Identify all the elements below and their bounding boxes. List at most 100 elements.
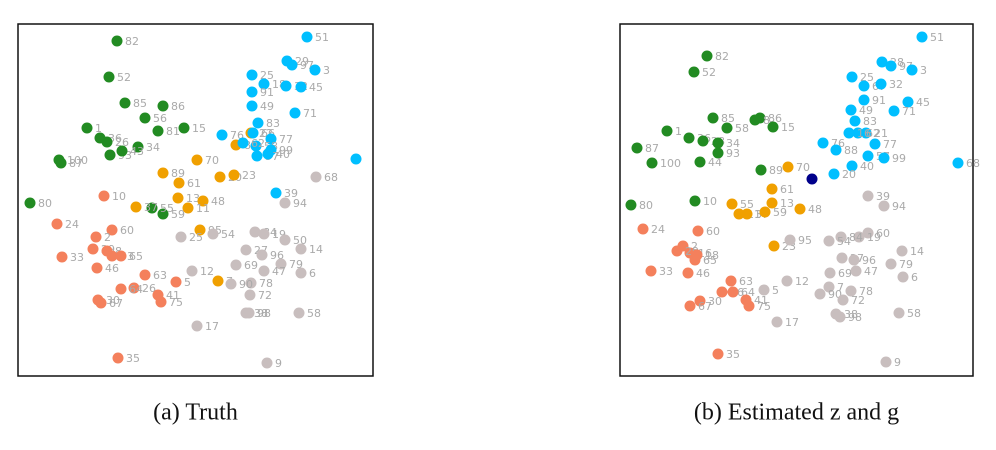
point-label: 75 [757, 300, 771, 313]
point-label: 91 [260, 86, 274, 99]
point [661, 125, 673, 137]
point [862, 227, 874, 239]
point-label: 72 [851, 294, 865, 307]
point-label: 33 [659, 265, 673, 278]
point-label: 69 [838, 267, 852, 280]
point [106, 250, 118, 262]
point-label: 51 [315, 31, 329, 44]
point-label: 48 [211, 195, 225, 208]
point [139, 112, 151, 124]
point-label: 69 [244, 259, 258, 272]
point-label: 40 [276, 148, 290, 161]
point-label: 85 [721, 112, 735, 125]
point [853, 231, 865, 243]
point-label: 55 [160, 202, 174, 215]
point-label: 12 [200, 265, 214, 278]
point-label: 61 [780, 183, 794, 196]
point [689, 195, 701, 207]
point [246, 69, 258, 81]
point [755, 164, 767, 176]
point [191, 154, 203, 166]
point-label: 98 [257, 307, 271, 320]
point [258, 265, 270, 277]
point [862, 190, 874, 202]
point [243, 307, 255, 319]
point-label: 1 [95, 122, 102, 135]
point-label: 95 [798, 234, 812, 247]
point-label: 65 [703, 254, 717, 267]
point-label: 9 [894, 356, 901, 369]
point [101, 136, 113, 148]
point [104, 149, 116, 161]
point [631, 142, 643, 154]
point [707, 112, 719, 124]
caption: (a) Truth [153, 400, 238, 426]
point-label: 38 [254, 307, 268, 320]
panel-frame [619, 23, 974, 377]
point [814, 288, 826, 300]
point [834, 311, 846, 323]
point [771, 316, 783, 328]
point [295, 81, 307, 93]
point [95, 297, 107, 309]
point-label: 41 [166, 289, 180, 302]
point-label: 85 [133, 97, 147, 110]
point [90, 231, 102, 243]
point [902, 96, 914, 108]
point-label: 50 [293, 234, 307, 247]
point-label: 6 [911, 271, 918, 284]
point [170, 276, 182, 288]
point-label: 58 [907, 307, 921, 320]
point [230, 259, 242, 271]
point [112, 352, 124, 364]
point [692, 225, 704, 237]
point-label: 6 [309, 267, 316, 280]
point-label: 77 [279, 133, 293, 146]
point [212, 275, 224, 287]
point [845, 104, 857, 116]
point-label: 99 [279, 144, 293, 157]
point [694, 156, 706, 168]
point [885, 60, 897, 72]
point [646, 157, 658, 169]
point [251, 150, 263, 162]
point-label: 17 [205, 320, 219, 333]
point [896, 245, 908, 257]
point [843, 127, 855, 139]
point-label: 40 [860, 160, 874, 173]
point [214, 171, 226, 183]
point-label: 20 [842, 168, 856, 181]
point [823, 235, 835, 247]
point-label: 44 [708, 156, 722, 169]
point [24, 197, 36, 209]
point-label: 32 [889, 78, 903, 91]
point [262, 148, 274, 160]
point-label: 24 [651, 223, 665, 236]
point-label: 86 [171, 100, 185, 113]
point-label: 21 [874, 127, 888, 140]
point-label: 71 [902, 105, 916, 118]
point-label: 78 [859, 285, 873, 298]
point [846, 160, 858, 172]
point-label: 63 [739, 275, 753, 288]
point-label: 83 [266, 117, 280, 130]
point-label: 89 [171, 167, 185, 180]
point-label: 48 [808, 203, 822, 216]
point [781, 275, 793, 287]
point [279, 234, 291, 246]
point [256, 249, 268, 261]
point-label: 60 [706, 225, 720, 238]
point-label: 52 [117, 71, 131, 84]
point [249, 226, 261, 238]
point [172, 192, 184, 204]
point [916, 31, 928, 43]
point [888, 105, 900, 117]
point-label: 65 [129, 250, 143, 263]
point [216, 129, 228, 141]
point [115, 250, 127, 262]
point [139, 269, 151, 281]
point [261, 357, 273, 369]
point-label: 8 [763, 114, 770, 127]
point-label: 43 [130, 145, 144, 158]
